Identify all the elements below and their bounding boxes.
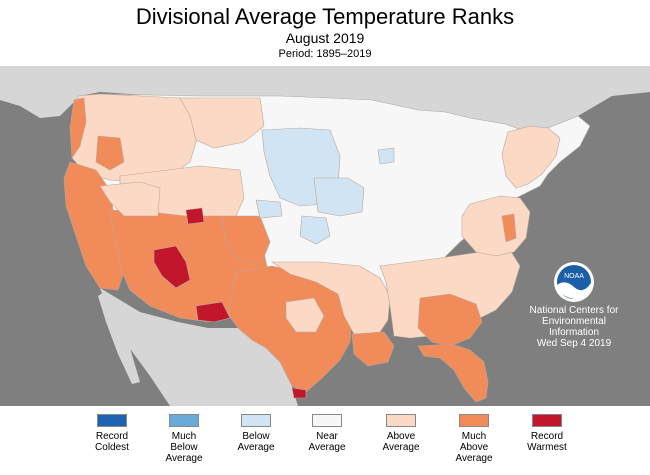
- legend-label: Warmest: [527, 442, 567, 453]
- us-divisions-map: [0, 66, 650, 406]
- division-record-warm-az: [153, 245, 191, 289]
- map-subtitle: August 2019: [285, 30, 365, 46]
- legend-item-near: Near Average: [289, 414, 365, 453]
- division-oregon-much-above: [95, 135, 125, 171]
- noaa-credit: NOAA National Centers for Environmental …: [521, 261, 627, 349]
- canada-land: [0, 66, 650, 132]
- division-montana: [179, 97, 265, 149]
- legend-label: Average: [308, 442, 346, 453]
- legend: Record Coldest Much Below Average Below …: [0, 414, 650, 474]
- division-new-england: [501, 125, 561, 189]
- division-louisiana: [351, 331, 395, 367]
- legend-item-above: Above Average: [363, 414, 439, 453]
- legend-item-much-below: Much Below Average: [146, 414, 222, 464]
- division-pnw-much-above: [69, 97, 87, 159]
- division-south-central-above: [271, 261, 391, 335]
- legend-swatch-much-below: [169, 414, 199, 427]
- map-title: Divisional Average Temperature Ranks: [135, 4, 515, 29]
- legend-item-below: Below Average: [218, 414, 294, 453]
- legend-swatch-much-above: [459, 414, 489, 427]
- noaa-logo-text: NOAA: [564, 273, 584, 280]
- legend-item-record-warmest: Record Warmest: [509, 414, 585, 453]
- division-mid-atlantic: [461, 195, 531, 257]
- noaa-line-1: National Centers for: [529, 305, 619, 316]
- noaa-logo-icon: NOAA: [554, 262, 594, 302]
- legend-label: Below: [170, 442, 198, 453]
- legend-label: Average: [237, 442, 275, 453]
- baja-land: [98, 292, 140, 384]
- legend-item-record-coldest: Record Coldest: [74, 414, 150, 453]
- division-record-warm-ut: [185, 207, 205, 225]
- division-wisconsin-below: [377, 147, 395, 165]
- legend-label: Average: [382, 442, 420, 453]
- division-iowa-below: [313, 177, 365, 217]
- legend-label: Average: [165, 453, 203, 464]
- legend-label: Below: [242, 431, 270, 442]
- division-texas-coast-record: [291, 387, 307, 399]
- legend-swatch-above: [386, 414, 416, 427]
- legend-item-much-above: Much Above Average: [436, 414, 512, 464]
- legend-label: Near: [316, 431, 338, 442]
- division-record-warm-nm: [195, 301, 231, 323]
- legend-label: Record: [530, 431, 564, 442]
- division-nevada-above: [99, 181, 161, 217]
- legend-label: Record: [95, 431, 129, 442]
- map-frame: [0, 66, 650, 406]
- map-period: Period: 1895–2019: [278, 48, 372, 60]
- legend-label: Average: [455, 453, 493, 464]
- division-florida: [417, 343, 489, 403]
- division-kansas-below: [299, 215, 331, 245]
- legend-label: Above: [386, 431, 416, 442]
- division-texas-above: [285, 297, 325, 333]
- map-header: Divisional Average Temperature Ranks Aug…: [0, 0, 650, 66]
- legend-swatch-record-warmest: [532, 414, 562, 427]
- legend-swatch-near: [312, 414, 342, 427]
- legend-label: Above: [459, 442, 489, 453]
- mexico-land: [100, 288, 298, 406]
- noaa-line-2: Environmental: [542, 316, 606, 327]
- division-southeast-much-above: [417, 293, 483, 347]
- noaa-line-3: Information: [548, 327, 600, 338]
- legend-label: Coldest: [95, 442, 129, 453]
- division-nebraska-below: [255, 199, 283, 219]
- legend-swatch-below: [241, 414, 271, 427]
- noaa-date: Wed Sep 4 2019: [536, 338, 612, 349]
- conus-divisions: [63, 93, 591, 403]
- legend-label: Much: [461, 431, 487, 442]
- legend-label: Much: [171, 431, 197, 442]
- legend-swatch-record-coldest: [97, 414, 127, 427]
- division-chesapeake-much-above: [501, 213, 517, 243]
